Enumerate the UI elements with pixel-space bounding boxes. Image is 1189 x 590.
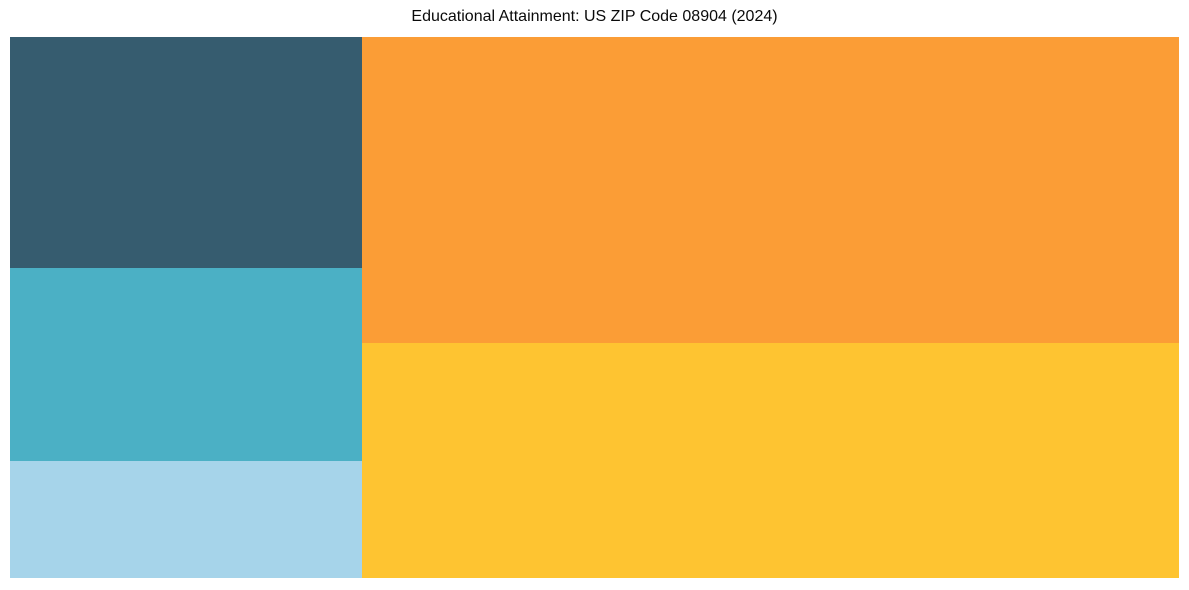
treemap xyxy=(10,37,1179,578)
chart-title: Educational Attainment: US ZIP Code 0890… xyxy=(411,8,778,25)
treemap-tile-yellow xyxy=(361,342,1179,578)
treemap-tile-light-blue xyxy=(10,460,362,578)
treemap-tile-orange xyxy=(361,37,1179,343)
treemap-tile-teal xyxy=(10,268,362,461)
treemap-tile-dark-slate xyxy=(10,37,362,268)
